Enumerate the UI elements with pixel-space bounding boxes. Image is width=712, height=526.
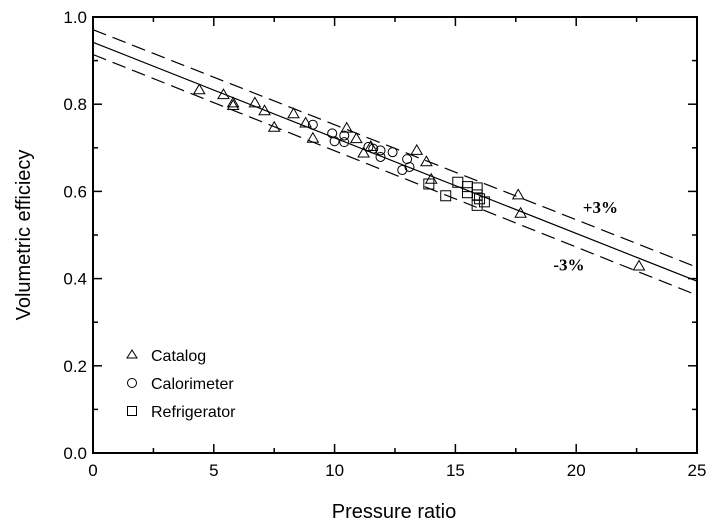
legend-label-catalog: Catalog bbox=[151, 348, 206, 365]
point-calorimeter bbox=[363, 141, 374, 152]
point-calorimeter bbox=[397, 165, 408, 176]
x-tick-label: 15 bbox=[446, 461, 465, 480]
point-catalog bbox=[357, 146, 370, 158]
x-tick-label: 25 bbox=[688, 461, 707, 480]
point-catalog bbox=[217, 88, 230, 100]
point-catalog bbox=[299, 116, 312, 128]
point-catalog bbox=[420, 155, 433, 167]
dashed-bound-line bbox=[92, 53, 698, 296]
legend-marker-calorimeter bbox=[127, 378, 137, 388]
point-refrigerator bbox=[440, 190, 452, 202]
point-calorimeter bbox=[339, 137, 350, 148]
data-points bbox=[192, 83, 646, 271]
point-catalog bbox=[287, 107, 300, 119]
point-catalog bbox=[192, 83, 206, 95]
point-calorimeter bbox=[402, 154, 413, 165]
point-refrigerator bbox=[478, 196, 490, 208]
x-axis-title: Pressure ratio bbox=[332, 501, 457, 523]
point-catalog bbox=[424, 172, 438, 184]
point-catalog bbox=[511, 188, 525, 200]
point-calorimeter bbox=[339, 130, 350, 141]
point-catalog bbox=[248, 96, 262, 108]
point-catalog bbox=[226, 99, 240, 111]
point-catalog bbox=[349, 132, 363, 144]
point-calorimeter bbox=[375, 145, 386, 156]
legend-marker-catalog bbox=[126, 349, 138, 359]
fit-line bbox=[92, 41, 698, 282]
y-tick-label: 0.8 bbox=[63, 95, 87, 114]
point-catalog bbox=[306, 131, 320, 143]
point-calorimeter bbox=[375, 151, 386, 162]
point-calorimeter bbox=[404, 161, 415, 172]
point-calorimeter bbox=[329, 136, 340, 147]
annotation-label: +3% bbox=[583, 198, 618, 217]
y-tick-label: 0.2 bbox=[63, 357, 87, 376]
point-calorimeter bbox=[307, 119, 318, 130]
point-catalog bbox=[226, 96, 240, 108]
point-catalog bbox=[410, 143, 424, 155]
axis-ticks bbox=[92, 16, 698, 454]
point-refrigerator bbox=[423, 178, 435, 190]
x-tick-label: 10 bbox=[325, 461, 344, 480]
legend-label-refrigerator: Refrigerator bbox=[151, 404, 236, 421]
y-tick-label: 1.0 bbox=[63, 8, 87, 27]
tick-labels: 0 5 10 15 20 25 0.0 0.2 0.4 0.6 0.8 1.0 bbox=[63, 8, 706, 480]
point-refrigerator bbox=[471, 199, 483, 211]
legend-label-calorimeter: Calorimeter bbox=[151, 376, 234, 393]
legend: Catalog Calorimeter Refrigerator bbox=[126, 348, 236, 421]
point-catalog bbox=[258, 104, 271, 116]
y-tick-label: 0.4 bbox=[63, 270, 87, 289]
x-tick-label: 5 bbox=[209, 461, 218, 480]
x-tick-label: 20 bbox=[567, 461, 586, 480]
point-calorimeter bbox=[327, 128, 338, 139]
legend-marker-refrigerator bbox=[127, 406, 137, 416]
point-catalog bbox=[514, 206, 527, 218]
fit-lines bbox=[92, 29, 698, 296]
annotation-label: -3% bbox=[553, 255, 584, 274]
y-tick-label: 0.0 bbox=[63, 444, 87, 463]
point-refrigerator bbox=[471, 182, 483, 194]
point-calorimeter bbox=[368, 143, 379, 154]
point-catalog bbox=[340, 121, 354, 133]
y-axis-title: Volumetric efficiecy bbox=[13, 150, 35, 321]
point-catalog bbox=[267, 120, 281, 132]
point-catalog bbox=[632, 259, 646, 271]
x-tick-label: 0 bbox=[88, 461, 97, 480]
point-calorimeter bbox=[387, 147, 398, 158]
y-tick-label: 0.6 bbox=[63, 182, 87, 201]
annotations: +3% -3% bbox=[553, 198, 618, 275]
